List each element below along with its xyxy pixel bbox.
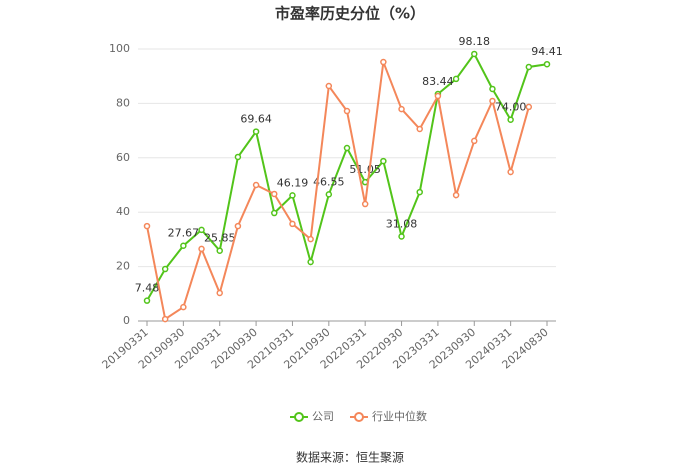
data-point	[525, 103, 533, 111]
data-point	[143, 222, 151, 230]
data-point	[289, 220, 296, 228]
y-tick-label: 80	[116, 96, 130, 109]
data-point	[507, 116, 514, 123]
data-point	[325, 191, 333, 198]
data-label: 46.55	[313, 175, 345, 188]
chart-title: 市盈率历史分位（%）	[275, 5, 425, 23]
data-point	[325, 82, 333, 90]
data-label: 69.64	[240, 113, 272, 126]
data-label: 94.41	[531, 45, 563, 58]
data-point	[271, 190, 278, 198]
data-point	[198, 226, 205, 234]
data-point	[398, 233, 405, 240]
data-point	[452, 191, 460, 199]
data-point	[361, 200, 369, 208]
data-label: 7.48	[135, 282, 160, 295]
data-point	[307, 235, 314, 243]
data-label: 51.05	[349, 163, 381, 176]
data-point	[180, 242, 187, 249]
data-point	[216, 289, 223, 297]
data-point	[471, 50, 478, 58]
data-point	[380, 157, 387, 165]
data-point	[252, 181, 260, 189]
y-tick-label: 60	[116, 151, 130, 164]
legend-marker	[354, 412, 364, 422]
data-point	[398, 105, 405, 113]
data-point	[289, 192, 296, 199]
data-point	[416, 188, 423, 196]
data-point	[216, 247, 223, 254]
data-point	[143, 297, 151, 304]
data-label: 25.85	[204, 232, 236, 245]
data-point	[252, 128, 260, 135]
data-point	[489, 97, 496, 105]
data-point	[343, 144, 351, 152]
data-point	[234, 153, 242, 161]
legend-marker	[294, 412, 304, 422]
data-point	[180, 303, 187, 311]
source-note: 数据来源：恒生聚源	[296, 450, 404, 465]
data-point	[416, 125, 423, 133]
data-point	[434, 92, 442, 100]
y-tick-label: 20	[116, 260, 130, 273]
data-point	[525, 63, 533, 71]
data-point	[307, 258, 314, 266]
data-point	[234, 222, 242, 230]
y-tick-label: 0	[123, 314, 130, 327]
data-point	[380, 58, 387, 66]
data-point	[543, 60, 551, 68]
legend-label: 行业中位数	[372, 409, 427, 423]
data-label: 98.18	[459, 35, 491, 48]
data-point	[507, 168, 514, 176]
data-point	[489, 85, 496, 93]
data-label: 74.00	[495, 101, 527, 114]
data-point	[161, 315, 169, 323]
data-point	[343, 107, 351, 115]
data-point	[161, 265, 169, 273]
data-point	[471, 137, 478, 145]
data-point	[271, 209, 278, 217]
y-tick-label: 100	[109, 42, 130, 55]
legend-label: 公司	[312, 410, 334, 423]
y-tick-label: 40	[116, 205, 130, 218]
data-label: 46.19	[277, 176, 309, 189]
data-point	[198, 245, 205, 253]
data-point	[452, 75, 460, 83]
data-label: 31.08	[386, 217, 418, 230]
data-label: 27.67	[168, 227, 200, 240]
data-label: 83.44	[422, 75, 454, 88]
series-line	[146, 61, 530, 321]
